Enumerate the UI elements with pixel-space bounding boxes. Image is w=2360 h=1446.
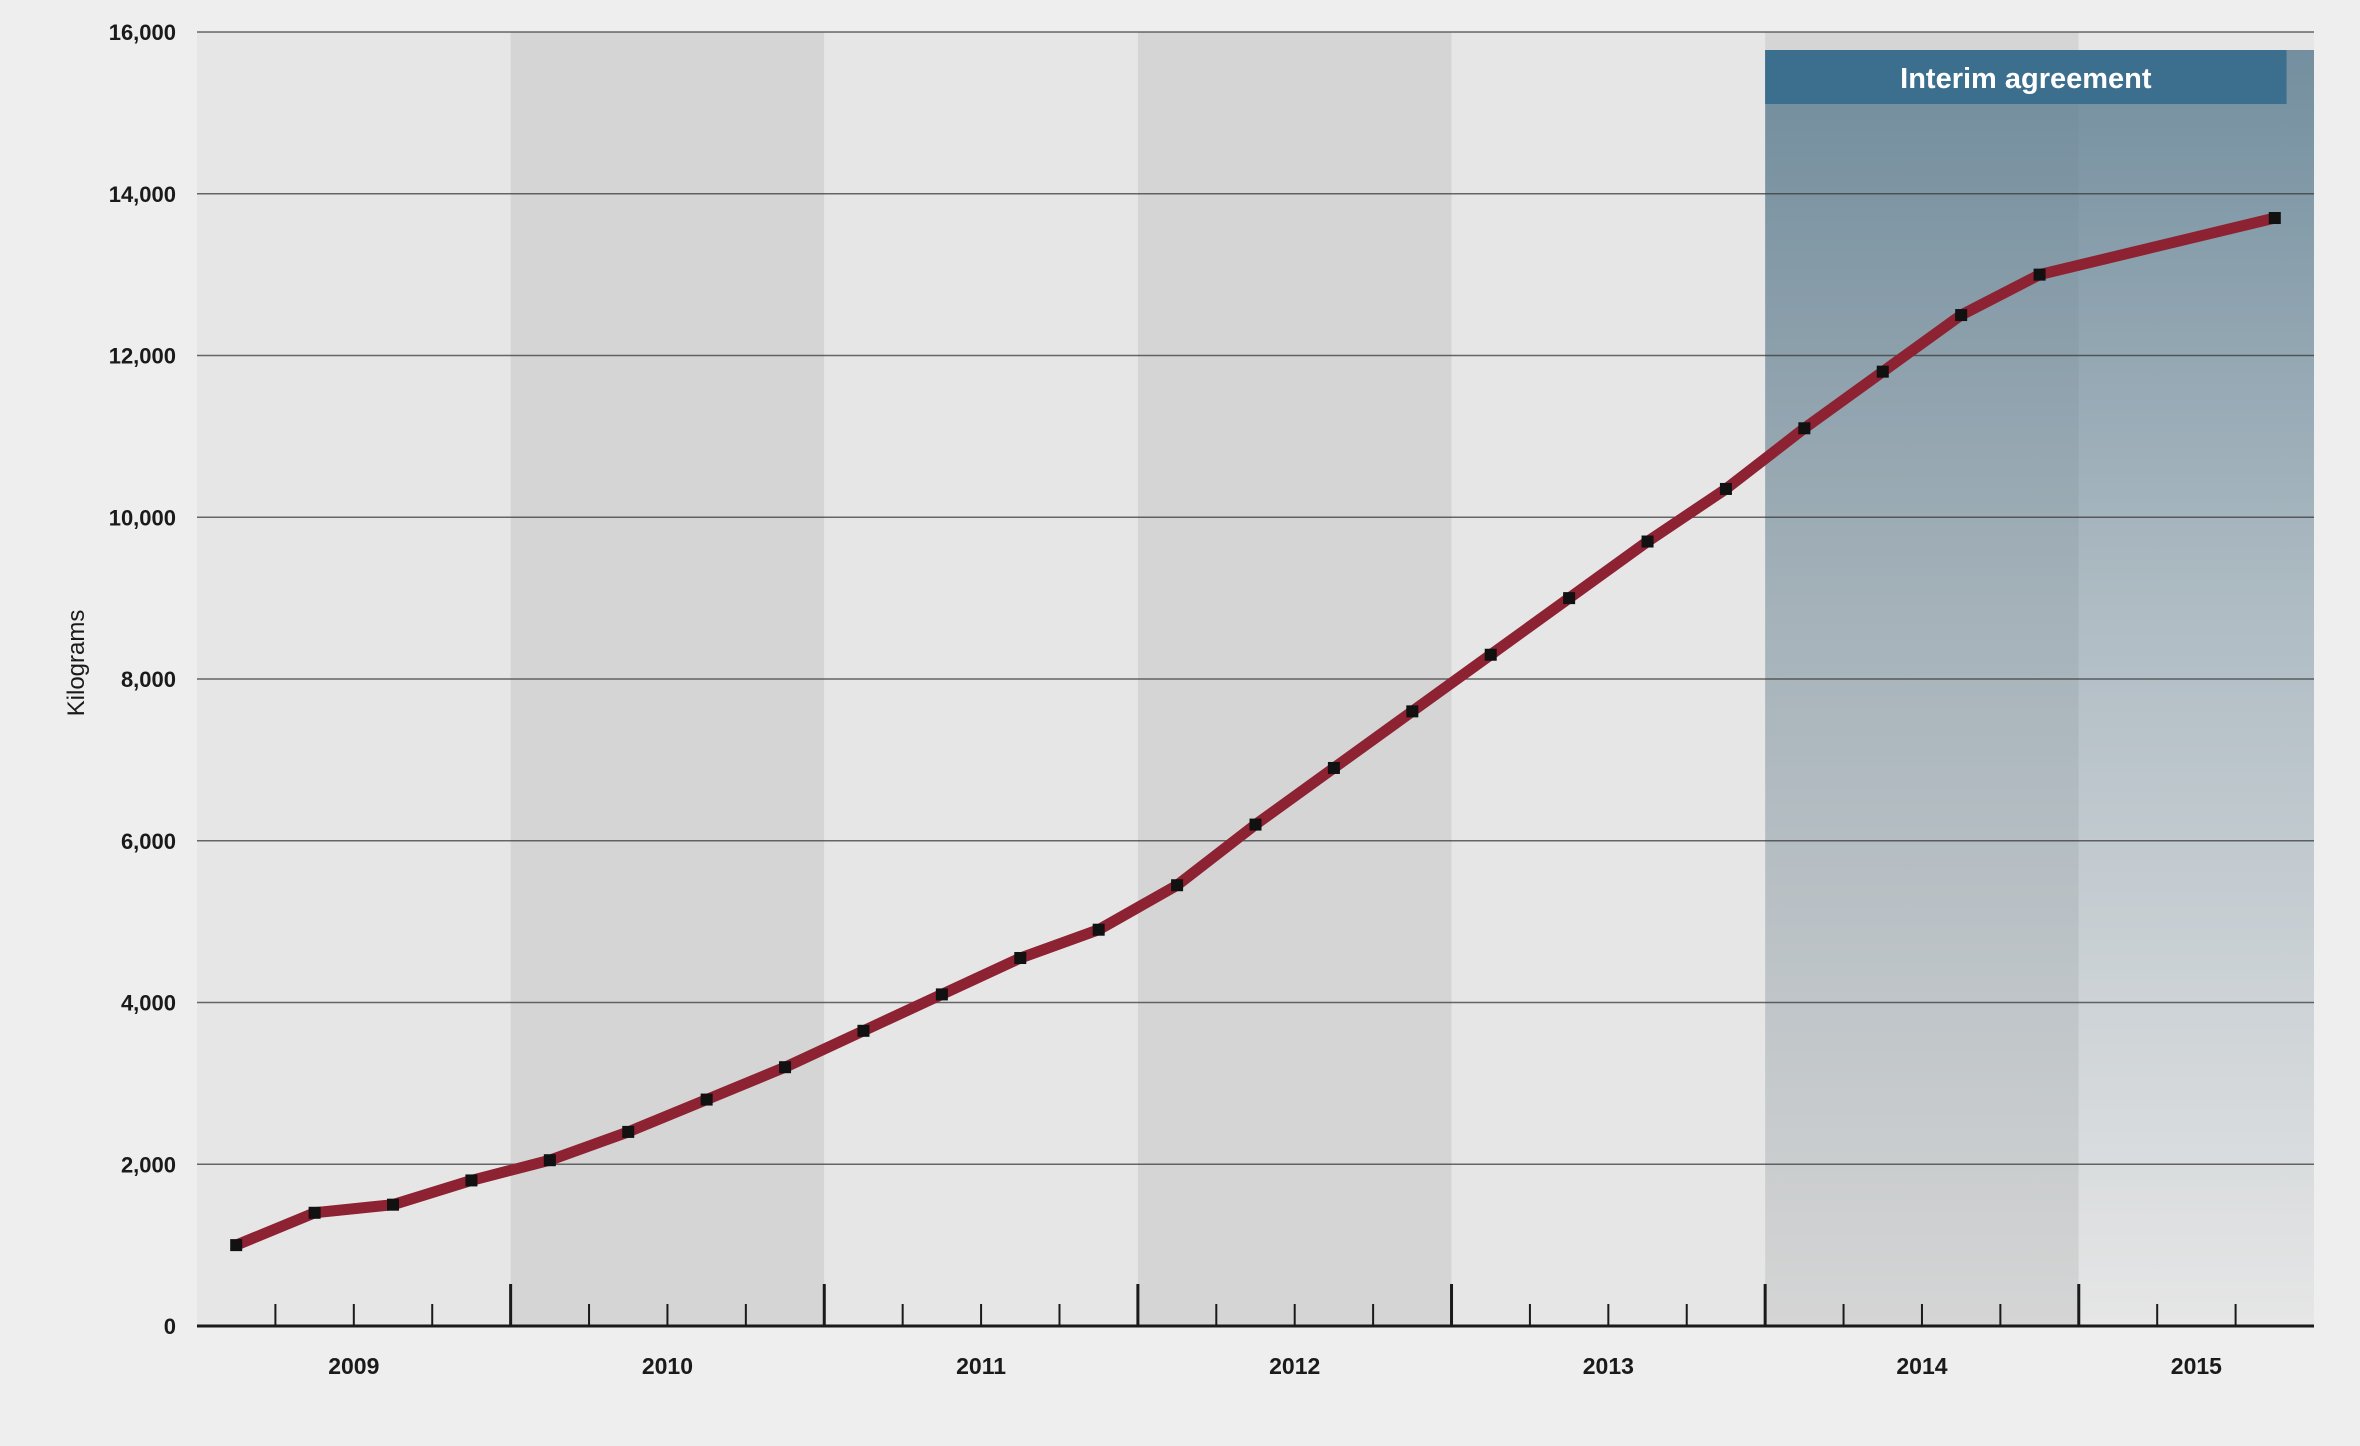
data-point-23 <box>2033 268 2046 281</box>
data-point-17 <box>1563 592 1576 605</box>
y-axis-label: Kilograms <box>63 610 90 717</box>
data-point-3 <box>465 1174 478 1187</box>
data-point-11 <box>1092 923 1105 936</box>
y-tick-label-0: 0 <box>164 1314 176 1339</box>
data-point-19 <box>1719 482 1732 495</box>
data-point-22 <box>1955 309 1968 322</box>
data-point-5 <box>622 1125 635 1138</box>
y-tick-label-12000: 12,000 <box>109 344 176 369</box>
data-point-7 <box>779 1061 792 1074</box>
y-tick-label-16000: 16,000 <box>109 20 176 45</box>
x-tick-label-2013: 2013 <box>1583 1353 1634 1379</box>
data-point-24 <box>2268 212 2281 225</box>
x-tick-label-2012: 2012 <box>1269 1353 1320 1379</box>
y-axis-ticks: 0 2,000 4,000 6,000 8,000 10,000 12,000 14,000 1… <box>109 20 176 1339</box>
data-point-2 <box>387 1198 400 1211</box>
interim-agreement-label: Interim agreement <box>1900 63 2152 95</box>
data-point-13 <box>1249 818 1262 831</box>
y-tick-label-2000: 2,000 <box>121 1152 176 1177</box>
data-point-4 <box>543 1154 556 1167</box>
data-point-10 <box>1014 952 1027 965</box>
data-point-8 <box>857 1024 870 1037</box>
x-tick-label-2010: 2010 <box>642 1353 693 1379</box>
y-tick-label-4000: 4,000 <box>121 991 176 1016</box>
data-point-16 <box>1484 648 1497 661</box>
x-tick-label-2015: 2015 <box>2171 1353 2222 1379</box>
y-tick-label-10000: 10,000 <box>109 505 176 530</box>
interim-agreement-banner <box>1765 50 2287 104</box>
data-point-21 <box>1876 365 1889 378</box>
x-axis: 2009 2010 2011 2012 2013 2014 2015 <box>197 1284 2314 1379</box>
data-point-20 <box>1798 422 1811 435</box>
data-point-6 <box>700 1093 713 1106</box>
x-tick-label-2014: 2014 <box>1896 1353 1947 1379</box>
y-tick-label-6000: 6,000 <box>121 829 176 854</box>
highlight-banner: Interim agreement <box>1765 50 2287 104</box>
data-point-12 <box>1171 879 1184 892</box>
data-point-9 <box>935 988 948 1001</box>
data-point-18 <box>1641 535 1654 548</box>
interim-agreement-region <box>1765 50 2314 1326</box>
highlight-region <box>1765 50 2314 1326</box>
x-tick-label-2009: 2009 <box>328 1353 379 1379</box>
data-point-15 <box>1406 705 1419 718</box>
series-group <box>230 212 2281 1252</box>
data-point-0 <box>230 1239 243 1252</box>
data-point-14 <box>1327 761 1340 774</box>
x-tick-label-2011: 2011 <box>956 1353 1006 1379</box>
data-point-1 <box>308 1206 321 1219</box>
y-tick-label-8000: 8,000 <box>121 667 176 692</box>
y-tick-label-14000: 14,000 <box>109 182 176 207</box>
